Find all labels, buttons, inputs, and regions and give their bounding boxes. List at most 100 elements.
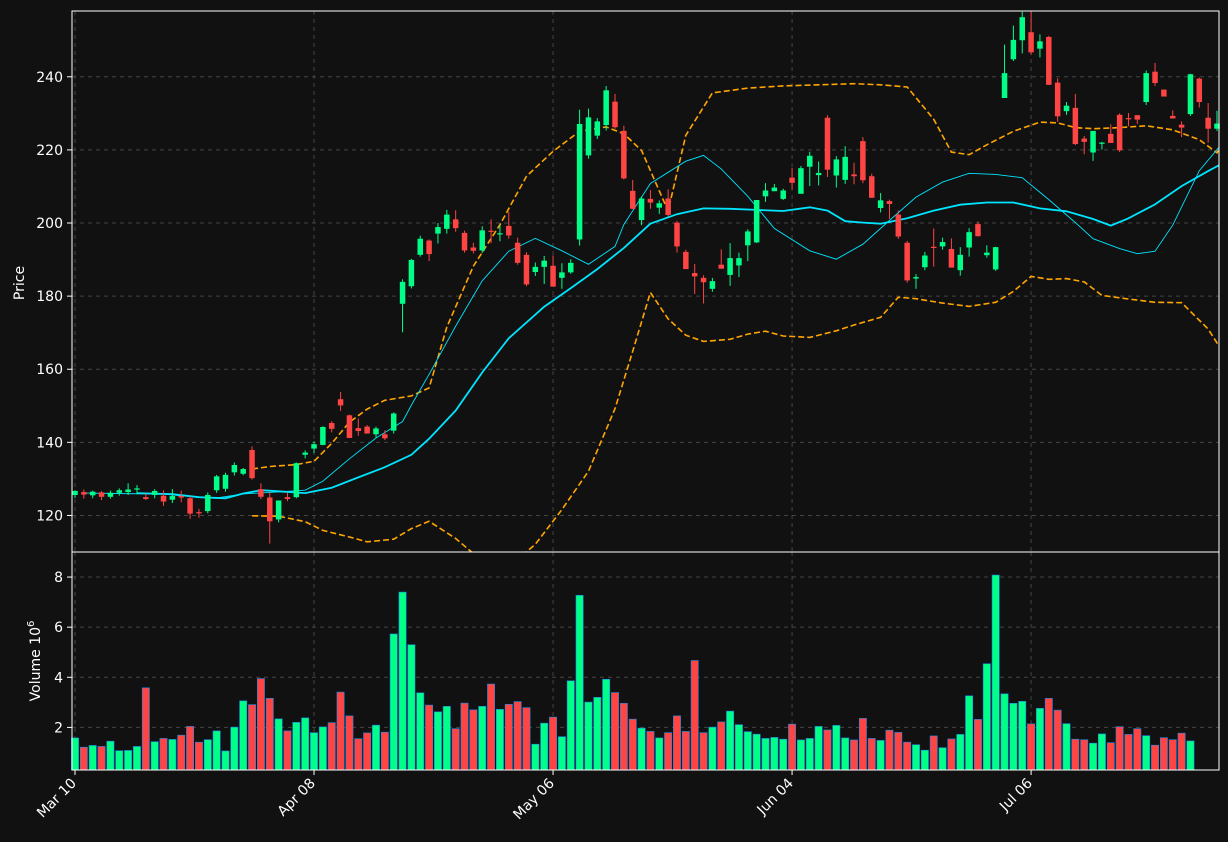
volume-bar (364, 733, 371, 770)
volume-bar (434, 712, 441, 770)
volume-bar (965, 696, 972, 770)
volume-bar (833, 725, 840, 770)
candle-body (258, 489, 263, 497)
candle-body (1081, 139, 1086, 142)
candle-body (382, 434, 387, 438)
candle-body (577, 124, 582, 240)
volume-bar (753, 734, 760, 770)
candle-body (674, 223, 679, 247)
candle-body (453, 219, 458, 228)
volume-bar (1134, 729, 1141, 770)
volume-bar (1116, 727, 1123, 770)
candle (860, 137, 865, 183)
volume-bar (266, 698, 273, 770)
candle-body (1019, 17, 1024, 40)
candle-body (90, 492, 95, 496)
volume-bar (939, 748, 946, 770)
volume-bar (372, 725, 379, 770)
candle-body (1205, 118, 1210, 129)
candle-body (426, 241, 431, 255)
candle-body (364, 427, 369, 434)
volume-bar (709, 727, 716, 770)
candle-body (373, 428, 378, 434)
volume-bar (788, 724, 795, 770)
candle-body (630, 191, 635, 209)
candle-body (966, 232, 971, 247)
candle (577, 110, 582, 246)
candle (621, 126, 626, 180)
volume-bar (948, 739, 955, 770)
volume-bar (195, 742, 202, 770)
candle (1055, 78, 1060, 121)
volume-bar (514, 702, 521, 770)
volume-bar (824, 730, 831, 770)
candle-body (825, 118, 830, 170)
volume-bar (231, 727, 238, 770)
volume-bar (142, 688, 149, 770)
volume-bar (620, 703, 627, 770)
candle-body (1143, 73, 1148, 102)
volume-bar (806, 738, 813, 770)
candle-body (276, 500, 281, 519)
candle-body (657, 203, 662, 207)
candle-body (993, 247, 998, 269)
volume-bar (328, 723, 335, 770)
volume-bar (718, 722, 725, 770)
candle-body (488, 231, 493, 232)
volume-bar (532, 744, 539, 770)
candle (205, 492, 210, 513)
candle-body (639, 199, 644, 221)
candle-body (1046, 37, 1051, 85)
candle-body (904, 243, 909, 281)
volume-bar (178, 735, 185, 770)
volume-bar (169, 739, 176, 770)
volume-bar (1160, 738, 1167, 770)
candle (320, 426, 325, 445)
candle-body (196, 512, 201, 513)
candle (294, 462, 299, 498)
candle (1046, 36, 1051, 85)
candle-body (869, 176, 874, 198)
candle-body (400, 282, 405, 304)
candle (391, 412, 396, 433)
volume-bar (1072, 739, 1079, 770)
candle-body (958, 255, 963, 270)
candle-body (701, 278, 706, 282)
volume-bar (302, 718, 309, 770)
candle (1117, 113, 1122, 152)
candle-body (524, 255, 529, 285)
volume-bar (797, 740, 804, 770)
volume-axis-label-text: Volume 10 (28, 627, 44, 701)
candle-body (1090, 131, 1095, 153)
volume-bar (124, 750, 131, 770)
candle-body (356, 428, 361, 431)
candle-body (1135, 115, 1140, 119)
candle-body (648, 199, 653, 203)
candle-body (887, 201, 892, 204)
volume-bar (762, 738, 769, 770)
volume-bar (850, 740, 857, 770)
candle (896, 211, 901, 239)
candle-body (294, 463, 299, 497)
volume-bar (957, 734, 964, 770)
volume-bar (107, 741, 114, 770)
candle-body (205, 495, 210, 511)
candle (1188, 74, 1193, 116)
candle-body (1188, 74, 1193, 114)
candle (798, 166, 803, 194)
candle-body (719, 265, 724, 269)
volume-bar (452, 729, 459, 770)
candle-body (267, 498, 272, 522)
volume-bar (1107, 743, 1114, 770)
volume-bar (682, 731, 689, 770)
volume-bar (80, 747, 87, 770)
volume-bar (1187, 741, 1194, 770)
volume-tick-label: 4 (54, 670, 63, 686)
volume-bar (1125, 734, 1132, 770)
volume-bar (425, 705, 432, 770)
candle-body (851, 174, 856, 176)
volume-bar (133, 746, 140, 770)
candle-body (586, 117, 591, 155)
candle-body (1152, 72, 1157, 83)
